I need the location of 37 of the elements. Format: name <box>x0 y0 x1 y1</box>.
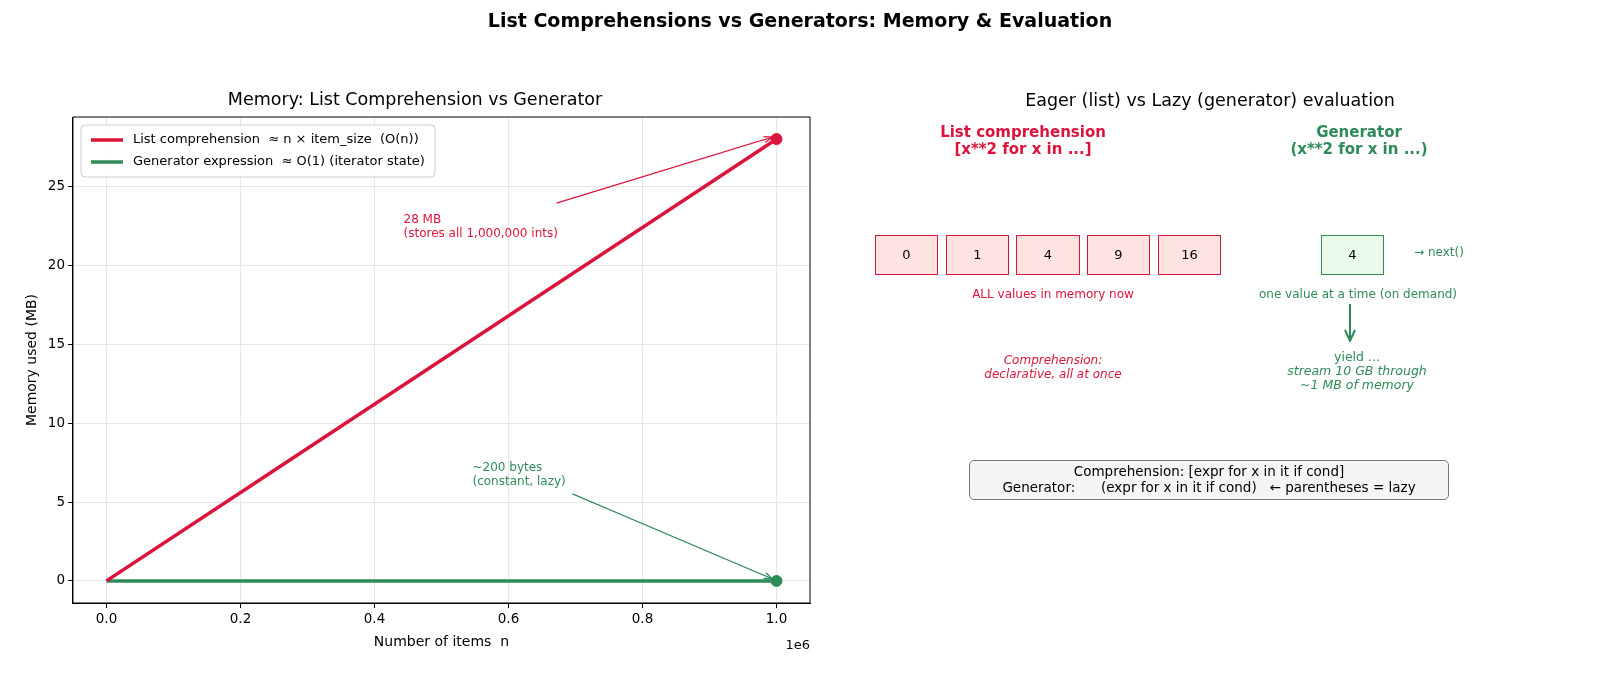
legend-label: Generator expression ≈ O(1) (iterator state) <box>132 153 425 169</box>
y-tick-label: 15 <box>47 334 65 351</box>
text: Comprehension: [expr for x in it if cond] Generator: (expr for x in it if cond) ← parentheses = lazy <box>1002 463 1416 496</box>
text: List Comprehensions vs Generators: Memory & Evaluation <box>486 9 1114 32</box>
text: Generator (x**2 for x in ...) <box>1289 123 1429 159</box>
text: 4 <box>1043 246 1053 263</box>
text: 1 <box>973 246 982 263</box>
x-tick-label: 0.8 <box>631 609 654 626</box>
text: 9 <box>1114 246 1123 263</box>
y-axis-title: Memory used (MB) <box>23 293 40 427</box>
text: one value at a time (on demand) <box>1257 287 1459 302</box>
x-tick-label: 0.4 <box>363 609 386 626</box>
x-tick-label: 1.0 <box>765 609 788 626</box>
text: stream 10 GB through ~1 MB of memory <box>1286 363 1428 393</box>
text: 1e6 <box>785 636 810 652</box>
text: 4 <box>1348 246 1357 263</box>
text: Eager (list) vs Lazy (generator) evaluation <box>1024 90 1396 111</box>
y-tick-label: 5 <box>56 492 65 509</box>
text: → next() <box>1414 245 1464 259</box>
y-tick-label: 20 <box>47 255 65 272</box>
x-tick-label: 0.6 <box>497 609 520 626</box>
x-axis-title: Number of items n <box>373 633 510 650</box>
text: Comprehension: declarative, all at once <box>983 353 1123 382</box>
y-tick-label: 10 <box>47 413 65 430</box>
text: 0 <box>902 246 911 263</box>
y-tick-label: 25 <box>47 176 65 193</box>
legend-label: List comprehension ≈ n × item_size (O(n)) <box>132 131 419 147</box>
text: 16 <box>1181 246 1198 263</box>
y-tick-label: 0 <box>56 571 65 588</box>
text: ALL values in memory now <box>971 287 1135 302</box>
text: yield ... <box>1333 349 1381 365</box>
annotation: ~200 bytes (constant, lazy) <box>472 460 566 489</box>
text: List comprehension [x**2 for x in ...] <box>939 123 1107 159</box>
x-tick-label: 0.0 <box>95 609 118 626</box>
chart-title: Memory: List Comprehension vs Generator <box>227 89 603 110</box>
annotation: 28 MB (stores all 1,000,000 ints) <box>403 212 558 241</box>
x-tick-label: 0.2 <box>229 609 252 626</box>
